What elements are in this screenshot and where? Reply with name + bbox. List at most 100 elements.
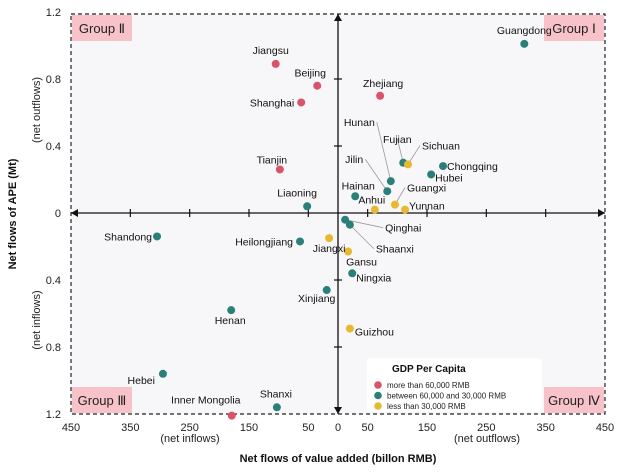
point-label: Guizhou — [355, 327, 394, 339]
y-arrow-down-icon — [334, 407, 342, 414]
point-label: Guangdong — [497, 25, 552, 37]
data-point — [341, 215, 350, 224]
data-point — [404, 160, 413, 169]
legend-title: GDP Per Capita — [392, 364, 466, 375]
x-tick-label: 150 — [240, 422, 258, 434]
x-tick-label: 350 — [121, 422, 139, 434]
data-point — [303, 202, 312, 211]
x-tick-label: 0 — [335, 422, 341, 434]
y-tick-label: 1.2 — [46, 7, 61, 19]
point-label: Anhui — [358, 195, 385, 207]
group-label: Group Ⅳ — [548, 393, 600, 408]
point-label: Tianjin — [257, 154, 288, 166]
group-label: Group Ⅲ — [78, 393, 127, 408]
leader-line — [376, 122, 392, 182]
leader-line — [396, 138, 404, 163]
point-label: Ningxia — [356, 272, 391, 284]
data-point — [520, 39, 529, 48]
point-label: Sichuan — [422, 140, 460, 152]
point-label: Yunnan — [409, 201, 445, 213]
point-label: Shandong — [104, 231, 152, 243]
point-label: Henan — [215, 315, 246, 327]
data-point — [313, 81, 322, 90]
point-label: Guangxi — [407, 183, 446, 195]
point-label: Jilin — [345, 154, 363, 166]
point-label: Chongqing — [447, 161, 498, 173]
data-point — [383, 187, 392, 196]
legend-swatch — [374, 402, 382, 410]
data-point — [158, 369, 167, 378]
data-point — [370, 205, 379, 214]
x-sublabel-right: (net outflows) — [454, 433, 520, 445]
data-point — [271, 59, 280, 68]
data-point — [325, 234, 334, 243]
point-label: Xinjiang — [298, 293, 336, 305]
x-sublabel-left: (net inflows) — [160, 433, 219, 445]
data-point — [344, 247, 353, 256]
x-tick-label: 150 — [418, 422, 436, 434]
legend-swatch — [374, 391, 382, 400]
x-axis-title: Net flows of value added (billon RMB) — [240, 453, 437, 465]
point-label: Hainan — [342, 180, 375, 192]
data-point — [401, 205, 410, 214]
x-tick-label: 450 — [596, 422, 614, 434]
data-point — [227, 306, 236, 315]
point-label: Hubei — [435, 172, 462, 184]
y-axis-title: Net flows of APE (Mt) — [7, 158, 19, 269]
y-tick-label: 0.4 — [46, 275, 61, 287]
legend-swatch — [374, 381, 382, 389]
data-point — [297, 98, 306, 107]
x-tick-label: 450 — [62, 422, 80, 434]
x-arrow-left-icon — [71, 209, 78, 217]
point-label: Gansu — [346, 257, 377, 269]
legend-label: more than 60,000 RMB — [387, 381, 470, 390]
y-tick-label: 0.8 — [46, 342, 61, 354]
x-tick-label: 350 — [536, 422, 554, 434]
data-point — [439, 162, 448, 171]
point-label: Fujian — [383, 134, 412, 146]
y-tick-label: 0.8 — [46, 74, 61, 86]
y-arrow-up-icon — [334, 14, 342, 21]
x-tick-label: 50 — [362, 422, 374, 434]
y-tick-label: 0 — [55, 208, 61, 220]
data-point — [376, 91, 385, 100]
data-point — [351, 192, 360, 201]
x-arrow-right-icon — [598, 209, 605, 217]
point-label: Heilongjiang — [235, 236, 293, 248]
data-point — [275, 165, 284, 174]
group-box — [72, 15, 132, 41]
point-label: Jiangsu — [253, 45, 289, 57]
y-sublabel-top: (net outflows) — [31, 77, 43, 143]
group-box — [544, 15, 604, 41]
group-box — [72, 387, 132, 413]
y-tick-label: 1.2 — [46, 409, 61, 421]
point-label: Qinghai — [385, 223, 421, 235]
data-point — [348, 269, 357, 278]
data-point — [296, 237, 305, 246]
data-point — [345, 220, 354, 229]
point-label: Liaoning — [277, 187, 317, 199]
data-point — [153, 232, 162, 241]
legend-label: between 60,000 and 30,000 RMB — [387, 392, 506, 401]
point-label: Inner Mongolia — [171, 395, 241, 407]
point-label: Hunan — [344, 117, 375, 129]
legend-box — [367, 358, 542, 412]
x-tick-label: 250 — [180, 422, 198, 434]
point-label: Shanghai — [250, 97, 294, 109]
point-label: Jiangxi — [313, 243, 346, 255]
leader-line — [349, 224, 375, 250]
data-point — [427, 170, 436, 179]
data-point — [390, 200, 399, 209]
data-point — [322, 286, 331, 295]
point-label: Beijing — [294, 68, 326, 80]
data-point — [227, 411, 236, 420]
point-label: Zhejiang — [363, 78, 403, 90]
point-label: Shaanxi — [376, 244, 414, 256]
x-tick-label: 250 — [477, 422, 495, 434]
point-label: Hebei — [128, 375, 155, 387]
group-label: Group Ⅰ — [552, 21, 596, 36]
data-point — [386, 177, 395, 186]
data-point — [272, 403, 281, 412]
legend-label: less than 30,000 RMB — [387, 402, 466, 411]
x-tick-label: 50 — [302, 422, 314, 434]
